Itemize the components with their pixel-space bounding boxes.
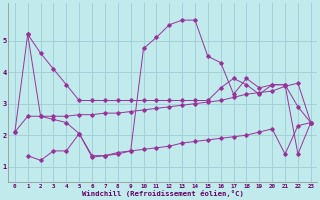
X-axis label: Windchill (Refroidissement éolien,°C): Windchill (Refroidissement éolien,°C) <box>82 190 244 197</box>
